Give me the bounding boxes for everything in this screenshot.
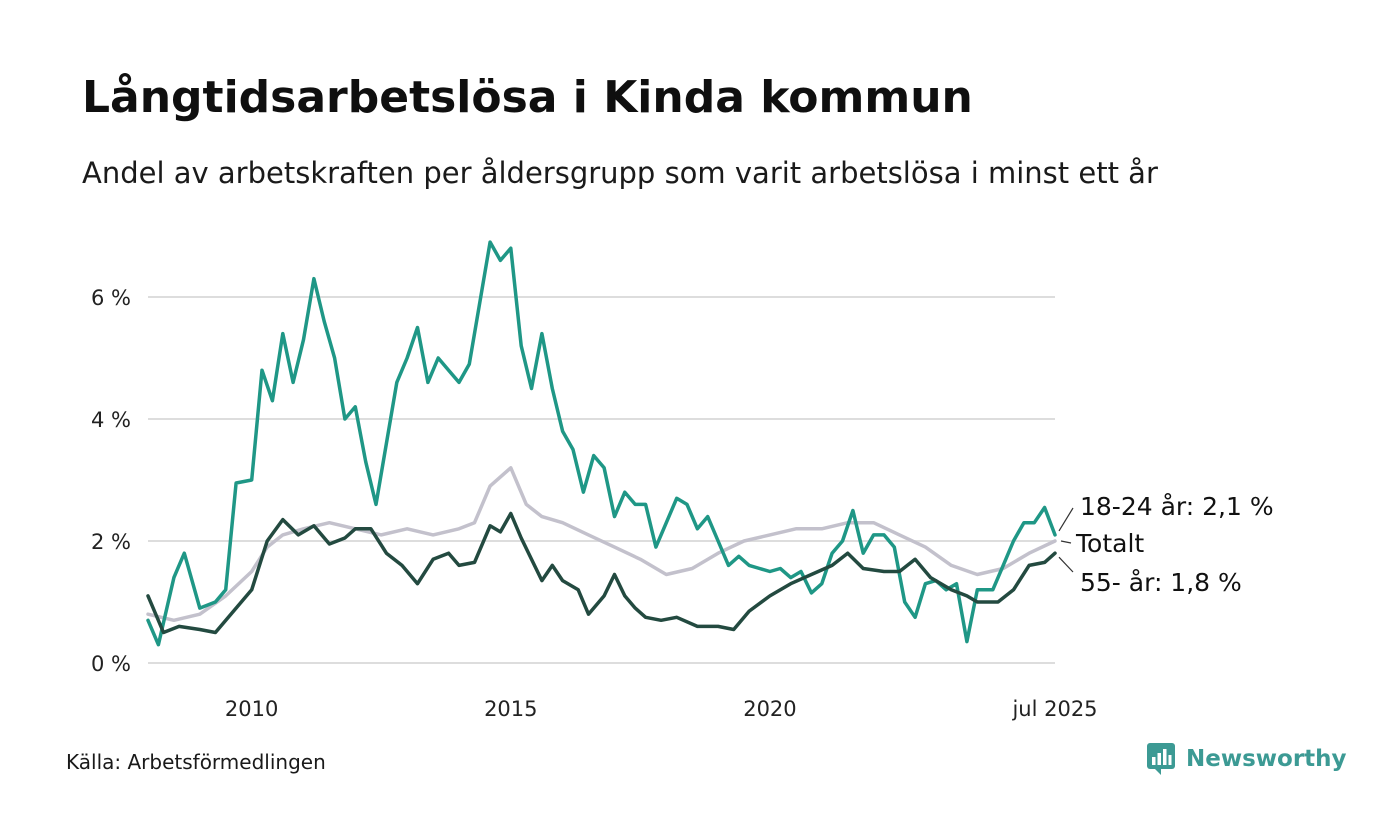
leader-line-old — [1058, 556, 1074, 573]
chart-subtitle: Andel av arbetskraften per åldersgrupp s… — [82, 156, 1158, 190]
y-tick-label: 0 % — [91, 652, 131, 676]
leader-line-total — [1060, 540, 1072, 544]
series-line-total — [146, 466, 1057, 623]
brand-name: Newsworthy — [1186, 746, 1347, 772]
series-label-old: 55- år: 1,8 % — [1080, 568, 1242, 597]
newsworthy-logo-icon — [1147, 743, 1175, 775]
y-tick-label: 4 % — [91, 408, 131, 432]
newsworthy-logo: Newsworthy — [1146, 742, 1347, 776]
series-label-young: 18-24 år: 2,1 % — [1080, 492, 1274, 521]
leader-line-young — [1058, 507, 1074, 532]
grid-layer — [148, 296, 1055, 664]
tick-layer: 0 % 2 % 4 % 6 % 2010 2015 2020 jul 2025 — [91, 286, 1098, 721]
y-tick-label: 6 % — [91, 286, 131, 310]
chart-title: Långtidsarbetslösa i Kinda kommun — [82, 72, 973, 123]
series-line-young — [146, 240, 1057, 647]
series-layer — [146, 240, 1057, 647]
series-line-old — [146, 511, 1057, 635]
y-tick-label: 2 % — [91, 530, 131, 554]
x-tick-label: 2010 — [225, 697, 278, 721]
x-tick-label: 2015 — [484, 697, 537, 721]
x-tick-label: 2020 — [743, 697, 796, 721]
source-note: Källa: Arbetsförmedlingen — [66, 750, 326, 774]
x-tick-label: jul 2025 — [1011, 697, 1097, 721]
label-layer: Totalt 18-24 år: 2,1 % 55- år: 1,8 % — [1058, 492, 1274, 597]
line-chart: 0 % 2 % 4 % 6 % 2010 2015 2020 jul 2025 Totalt 1… — [91, 240, 1274, 721]
series-label-total: Totalt — [1075, 529, 1144, 558]
